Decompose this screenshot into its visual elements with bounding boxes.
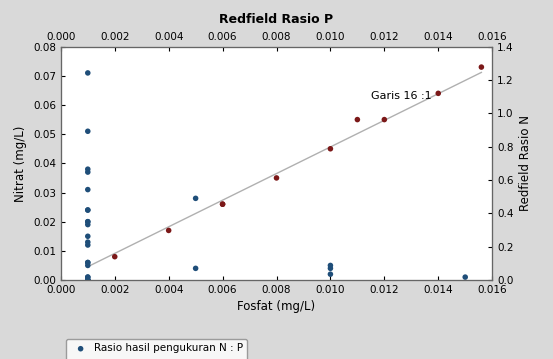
- Rasio ideal perairan N : P: (0.008, 0.035): P: (0.008, 0.035): [272, 175, 281, 181]
- Rasio hasil pengukuran N : P: (0.005, 0.028): P: (0.005, 0.028): [191, 195, 200, 201]
- Rasio hasil pengukuran N : P: (0.001, 0.019): P: (0.001, 0.019): [84, 222, 92, 228]
- Rasio hasil pengukuran N : P: (0.001, 0): P: (0.001, 0): [84, 277, 92, 283]
- Rasio ideal perairan N : P: (0.002, 0.008): P: (0.002, 0.008): [110, 254, 119, 260]
- X-axis label: Redfield Rasio P: Redfield Rasio P: [220, 14, 333, 27]
- Rasio hasil pengukuran N : P: (0.01, 0.002): P: (0.01, 0.002): [326, 271, 335, 277]
- Rasio hasil pengukuran N : P: (0.005, 0.004): P: (0.005, 0.004): [191, 266, 200, 271]
- X-axis label: Fosfat (mg/L): Fosfat (mg/L): [237, 300, 316, 313]
- Rasio hasil pengukuran N : P: (0.001, 0.031): P: (0.001, 0.031): [84, 187, 92, 192]
- Rasio hasil pengukuran N : P: (0.001, 0.024): P: (0.001, 0.024): [84, 207, 92, 213]
- Rasio hasil pengukuran N : P: (0.001, 0.038): P: (0.001, 0.038): [84, 166, 92, 172]
- Rasio hasil pengukuran N : P: (0.01, 0.005): P: (0.01, 0.005): [326, 262, 335, 268]
- Rasio hasil pengukuran N : P: (0.01, 0.004): P: (0.01, 0.004): [326, 266, 335, 271]
- Rasio hasil pengukuran N : P: (0.001, 0.001): P: (0.001, 0.001): [84, 274, 92, 280]
- Rasio hasil pengukuran N : P: (0.001, 0.013): P: (0.001, 0.013): [84, 239, 92, 245]
- Rasio ideal perairan N : P: (0.004, 0.017): P: (0.004, 0.017): [164, 228, 173, 233]
- Rasio ideal perairan N : P: (0.014, 0.064): P: (0.014, 0.064): [434, 90, 443, 96]
- Rasio hasil pengukuran N : P: (0.001, 0.071): P: (0.001, 0.071): [84, 70, 92, 76]
- Rasio hasil pengukuran N : P: (0.001, 0.024): P: (0.001, 0.024): [84, 207, 92, 213]
- Rasio hasil pengukuran N : P: (0.001, 0.006): P: (0.001, 0.006): [84, 260, 92, 265]
- Rasio ideal perairan N : P: (0.01, 0.045): P: (0.01, 0.045): [326, 146, 335, 151]
- Rasio hasil pengukuran N : P: (0.001, 0.051): P: (0.001, 0.051): [84, 129, 92, 134]
- Rasio ideal perairan N : P: (0.012, 0.055): P: (0.012, 0.055): [380, 117, 389, 122]
- Rasio hasil pengukuran N : P: (0.001, 0.006): P: (0.001, 0.006): [84, 260, 92, 265]
- Rasio hasil pengukuran N : P: (0.015, 0.001): P: (0.015, 0.001): [461, 274, 469, 280]
- Legend: Rasio hasil pengukuran N : P, Rasio ideal perairan N : P: Rasio hasil pengukuran N : P, Rasio idea…: [66, 339, 247, 359]
- Rasio hasil pengukuran N : P: (0.001, 0): P: (0.001, 0): [84, 277, 92, 283]
- Rasio hasil pengukuran N : P: (0.001, 0.001): P: (0.001, 0.001): [84, 274, 92, 280]
- Rasio hasil pengukuran N : P: (0.001, 0): P: (0.001, 0): [84, 277, 92, 283]
- Rasio hasil pengukuran N : P: (0.001, 0): P: (0.001, 0): [84, 277, 92, 283]
- Rasio ideal perairan N : P: (0.0156, 0.073): P: (0.0156, 0.073): [477, 64, 486, 70]
- Rasio ideal perairan N : P: (0.011, 0.055): P: (0.011, 0.055): [353, 117, 362, 122]
- Rasio ideal perairan N : P: (0.006, 0.026): P: (0.006, 0.026): [218, 201, 227, 207]
- Rasio hasil pengukuran N : P: (0.001, 0.005): P: (0.001, 0.005): [84, 262, 92, 268]
- Rasio hasil pengukuran N : P: (0.001, 0.015): P: (0.001, 0.015): [84, 233, 92, 239]
- Rasio hasil pengukuran N : P: (0.001, 0.037): P: (0.001, 0.037): [84, 169, 92, 175]
- Rasio hasil pengukuran N : P: (0.001, 0.012): P: (0.001, 0.012): [84, 242, 92, 248]
- Y-axis label: Redfield Rasio N: Redfield Rasio N: [519, 115, 532, 211]
- Text: Garis 16 :1: Garis 16 :1: [371, 91, 431, 101]
- Rasio hasil pengukuran N : P: (0.001, 0.02): P: (0.001, 0.02): [84, 219, 92, 225]
- Rasio hasil pengukuran N : P: (0.001, 0.02): P: (0.001, 0.02): [84, 219, 92, 225]
- Rasio ideal perairan N : P: (0.006, 0.026): P: (0.006, 0.026): [218, 201, 227, 207]
- Y-axis label: Nitrat (mg/L): Nitrat (mg/L): [14, 125, 28, 201]
